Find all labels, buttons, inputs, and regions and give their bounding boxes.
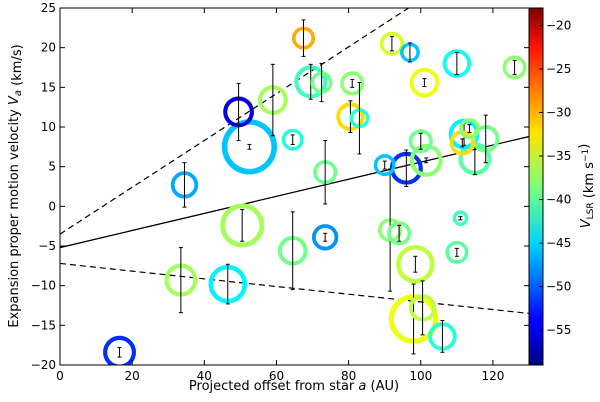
bound-line-1 — [60, 8, 410, 235]
data-point — [409, 143, 443, 177]
x-tick-label: 40 — [197, 369, 212, 383]
x-axis: 0 20 40 60 80 100 120 — [56, 8, 504, 383]
colorbar-tick-label: −40 — [546, 193, 571, 207]
data-point — [373, 154, 396, 177]
data-point — [258, 63, 288, 137]
colorbar: −55 −50 −45 −40 −35 −30 −25 −20 VLSR (km s−1) — [528, 7, 597, 366]
data-point — [277, 211, 308, 291]
point-marker — [502, 55, 527, 80]
data-point — [459, 118, 480, 140]
y-tick-label: 25 — [41, 1, 56, 15]
data-point — [379, 31, 404, 56]
point-marker — [396, 244, 435, 284]
point-marker — [452, 210, 469, 227]
x-tick-label: 80 — [341, 369, 356, 383]
point-marker — [281, 128, 304, 151]
data-point — [310, 63, 333, 103]
point-marker — [442, 49, 472, 78]
data-point — [170, 162, 199, 208]
data-point — [400, 42, 420, 63]
data-point — [292, 19, 316, 57]
data-point — [313, 139, 338, 205]
y-tick-label: −5 — [38, 239, 56, 253]
colorbar-tick-label: −20 — [546, 18, 571, 32]
point-marker — [445, 240, 469, 264]
x-tick-label: 0 — [56, 369, 64, 383]
y-tick-label: 0 — [48, 199, 56, 213]
x-tick-label: 100 — [409, 369, 432, 383]
data-point — [208, 263, 248, 305]
x-tick-label: 20 — [125, 369, 140, 383]
data-point — [445, 240, 469, 264]
data-point — [164, 247, 198, 314]
point-marker — [408, 129, 433, 154]
colorbar-ticks: −55 −50 −45 −40 −35 −30 −25 −20 — [539, 18, 571, 337]
point-marker — [409, 67, 440, 98]
y-tick-label: 15 — [41, 80, 56, 94]
point-marker — [379, 31, 404, 56]
colorbar-tick-label: −25 — [546, 62, 571, 76]
y-tick-label: 10 — [41, 120, 56, 134]
data-point — [452, 210, 469, 227]
data-point — [223, 82, 254, 141]
data-point — [408, 280, 437, 336]
point-marker — [103, 335, 137, 365]
colorbar-gradient — [528, 7, 544, 366]
data-point — [103, 335, 137, 365]
data-point — [408, 129, 433, 154]
y-tick-label: 5 — [48, 160, 56, 174]
point-marker — [373, 154, 396, 177]
point-marker — [387, 221, 412, 246]
data-point — [396, 244, 435, 284]
colorbar-label: VLSR (km s−1) — [577, 144, 597, 229]
data-point — [220, 203, 265, 248]
data-point — [311, 224, 339, 251]
data-point — [409, 67, 440, 98]
y-axis: −20 −15 −10 −5 0 5 10 15 20 25 — [31, 1, 529, 372]
x-axis-label: Projected offset from star a (AU) — [189, 379, 399, 394]
data-point — [340, 71, 365, 96]
data-point — [388, 283, 439, 355]
y-tick-label: −20 — [31, 358, 56, 372]
x-tick-label: 120 — [481, 369, 504, 383]
y-tick-label: 20 — [41, 41, 56, 55]
colorbar-tick-label: −30 — [546, 105, 571, 119]
point-marker — [220, 203, 265, 248]
fit-line — [60, 135, 529, 249]
data-point — [281, 128, 304, 151]
data-point — [502, 55, 527, 80]
data-point — [349, 82, 370, 155]
colorbar-tick-label: −55 — [546, 323, 571, 337]
point-marker — [311, 224, 339, 251]
plot-area — [59, 7, 530, 366]
point-marker — [340, 71, 365, 96]
point-marker — [409, 143, 443, 177]
bound-line-2 — [60, 262, 529, 315]
colorbar-tick-label: −35 — [546, 149, 571, 163]
data-point — [428, 320, 457, 353]
y-tick-label: −15 — [31, 318, 56, 332]
points-layer — [103, 19, 527, 365]
data-point — [442, 49, 472, 78]
x-tick-label: 60 — [269, 369, 284, 383]
y-tick-label: −10 — [31, 279, 56, 293]
data-point — [387, 221, 412, 246]
plot-background — [60, 8, 529, 365]
lines-layer — [60, 8, 529, 315]
colorbar-tick-label: −50 — [546, 280, 571, 294]
colorbar-tick-label: −45 — [546, 236, 571, 250]
point-marker — [459, 118, 480, 140]
y-axis-label: Expansion proper motion velocity Va (km/… — [7, 44, 25, 327]
